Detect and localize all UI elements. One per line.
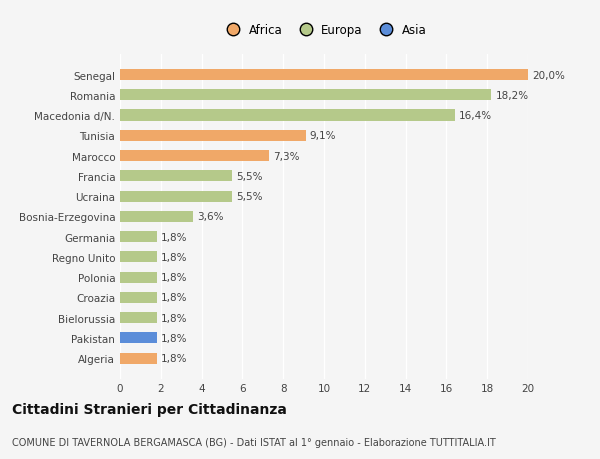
Text: 1,8%: 1,8% [161, 313, 187, 323]
Text: 9,1%: 9,1% [310, 131, 336, 141]
Text: 1,8%: 1,8% [161, 252, 187, 262]
Bar [120, 333, 157, 344]
Bar [120, 231, 157, 243]
Bar [120, 211, 193, 223]
Text: 18,2%: 18,2% [496, 90, 529, 101]
Text: 1,8%: 1,8% [161, 232, 187, 242]
Bar [120, 130, 305, 141]
Bar [120, 110, 455, 121]
Text: 16,4%: 16,4% [458, 111, 492, 121]
Text: Cittadini Stranieri per Cittadinanza: Cittadini Stranieri per Cittadinanza [12, 402, 287, 416]
Bar [120, 272, 157, 283]
Text: 20,0%: 20,0% [532, 70, 565, 80]
Bar [120, 252, 157, 263]
Bar [120, 353, 157, 364]
Text: 1,8%: 1,8% [161, 273, 187, 283]
Bar [120, 151, 269, 162]
Bar [120, 171, 232, 182]
Text: 5,5%: 5,5% [236, 172, 263, 181]
Text: 7,3%: 7,3% [273, 151, 299, 161]
Text: COMUNE DI TAVERNOLA BERGAMASCA (BG) - Dati ISTAT al 1° gennaio - Elaborazione TU: COMUNE DI TAVERNOLA BERGAMASCA (BG) - Da… [12, 437, 496, 447]
Legend: Africa, Europa, Asia: Africa, Europa, Asia [217, 19, 431, 41]
Bar [120, 90, 491, 101]
Bar [120, 313, 157, 324]
Bar [120, 70, 528, 81]
Text: 1,8%: 1,8% [161, 293, 187, 303]
Bar [120, 191, 232, 202]
Text: 1,8%: 1,8% [161, 333, 187, 343]
Text: 3,6%: 3,6% [197, 212, 224, 222]
Text: 5,5%: 5,5% [236, 192, 263, 202]
Bar [120, 292, 157, 303]
Text: 1,8%: 1,8% [161, 353, 187, 364]
